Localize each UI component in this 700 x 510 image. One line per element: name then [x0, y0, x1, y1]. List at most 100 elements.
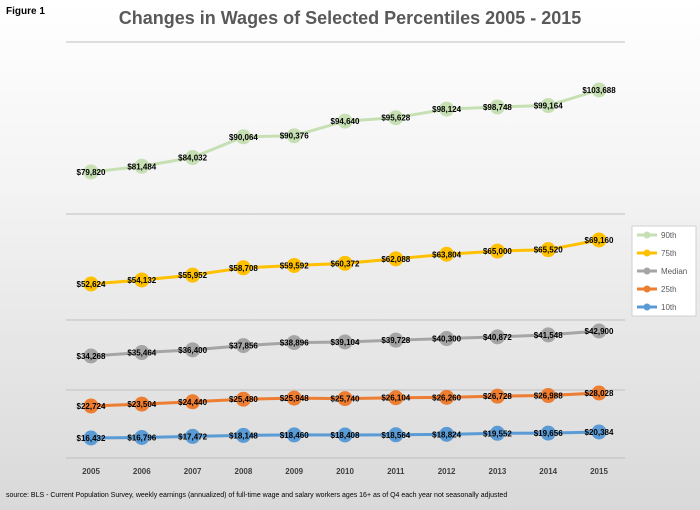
data-label: $18,564	[381, 431, 410, 440]
data-point	[439, 246, 455, 262]
data-point	[235, 260, 251, 276]
data-point	[540, 242, 556, 258]
data-label: $69,160	[585, 236, 614, 245]
x-tick-label: 2012	[438, 467, 456, 476]
data-label: $38,896	[280, 339, 309, 348]
data-label: $36,400	[178, 346, 207, 355]
data-label: $23,504	[127, 400, 156, 409]
x-tick-label: 2011	[387, 467, 405, 476]
legend-swatch-marker	[643, 231, 651, 239]
data-label: $103,688	[582, 86, 616, 95]
data-point	[439, 101, 455, 117]
data-point	[185, 342, 201, 358]
data-label: $39,104	[331, 338, 360, 347]
data-point	[540, 98, 556, 114]
data-point	[591, 232, 607, 248]
legend-entry: 10th	[661, 303, 677, 312]
gridlines	[66, 41, 625, 459]
data-point	[185, 394, 201, 410]
data-point	[83, 276, 99, 292]
data-point	[591, 323, 607, 339]
legend-entry: 90th	[661, 231, 677, 240]
data-label: $62,088	[381, 255, 410, 264]
data-point	[337, 391, 353, 407]
data-label: $39,728	[381, 336, 410, 345]
legend-entry: 75th	[661, 249, 677, 258]
data-point	[83, 398, 99, 414]
legend: 90th 75th Median 25th 10th	[631, 225, 697, 317]
data-point	[235, 427, 251, 443]
data-labels: $79,820 $81,484 $84,032 $90,064 $90,376 $94,6…	[77, 86, 617, 443]
source-note: source: BLS - Current Population Survey,…	[6, 492, 507, 499]
data-label: $16,796	[127, 433, 156, 442]
data-point	[439, 426, 455, 442]
data-label: $98,124	[432, 105, 461, 114]
data-label: $17,472	[178, 432, 207, 441]
data-point	[337, 334, 353, 350]
data-label: $63,804	[432, 250, 461, 259]
data-label: $41,548	[534, 331, 563, 340]
data-label: $18,408	[331, 431, 360, 440]
data-point	[286, 335, 302, 351]
x-axis-ticks: 2005 2006 2007 2008 2009 2010 2011 2012 2013 2014…	[82, 467, 608, 476]
data-label: $19,656	[534, 429, 563, 438]
data-point	[134, 396, 150, 412]
data-label: $19,552	[483, 429, 512, 438]
data-point	[134, 429, 150, 445]
data-label: $26,988	[534, 392, 563, 401]
data-point	[540, 327, 556, 343]
data-label: $40,300	[432, 335, 461, 344]
x-tick-label: 2013	[489, 467, 507, 476]
data-label: $37,856	[229, 342, 258, 351]
data-label: $28,028	[585, 389, 614, 398]
data-label: $79,820	[77, 168, 106, 177]
legend-entry: Median	[661, 267, 687, 276]
data-label: $90,376	[280, 132, 309, 141]
data-point	[235, 338, 251, 354]
data-point	[388, 332, 404, 348]
data-label: $81,484	[127, 162, 156, 171]
data-point	[388, 427, 404, 443]
legend-swatch-marker	[643, 267, 651, 275]
data-point	[83, 348, 99, 364]
x-tick-label: 2006	[133, 467, 151, 476]
data-label: $59,592	[280, 261, 309, 270]
data-label: $98,748	[483, 103, 512, 112]
data-label: $65,000	[483, 247, 512, 256]
data-point	[83, 164, 99, 180]
data-label: $54,132	[127, 276, 156, 285]
figure-label: Figure 1	[6, 6, 45, 17]
legend-swatch-marker	[643, 303, 651, 311]
x-tick-label: 2010	[336, 467, 354, 476]
data-label: $26,260	[432, 393, 461, 402]
x-tick-label: 2008	[235, 467, 253, 476]
data-label: $26,728	[483, 392, 512, 401]
data-point	[185, 150, 201, 166]
data-point	[489, 99, 505, 115]
data-point	[540, 388, 556, 404]
data-point	[337, 255, 353, 271]
series-points	[83, 82, 607, 446]
legend-swatch-marker	[643, 285, 651, 293]
data-point	[235, 129, 251, 145]
data-point	[286, 390, 302, 406]
data-label: $26,104	[381, 394, 410, 403]
data-label: $84,032	[178, 154, 207, 163]
data-point	[540, 425, 556, 441]
data-point	[134, 345, 150, 361]
data-point	[185, 267, 201, 283]
data-point	[489, 329, 505, 345]
data-point	[286, 427, 302, 443]
x-tick-label: 2014	[539, 467, 557, 476]
data-point	[489, 243, 505, 259]
data-label: $16,432	[77, 434, 106, 443]
series-line-90th	[90, 88, 600, 174]
data-label: $34,268	[77, 352, 106, 361]
data-label: $18,148	[229, 431, 258, 440]
data-label: $94,640	[331, 117, 360, 126]
data-point	[286, 128, 302, 144]
data-label: $95,628	[381, 114, 410, 123]
data-point	[388, 390, 404, 406]
data-label: $55,952	[178, 271, 207, 280]
data-label: $25,948	[280, 394, 309, 403]
